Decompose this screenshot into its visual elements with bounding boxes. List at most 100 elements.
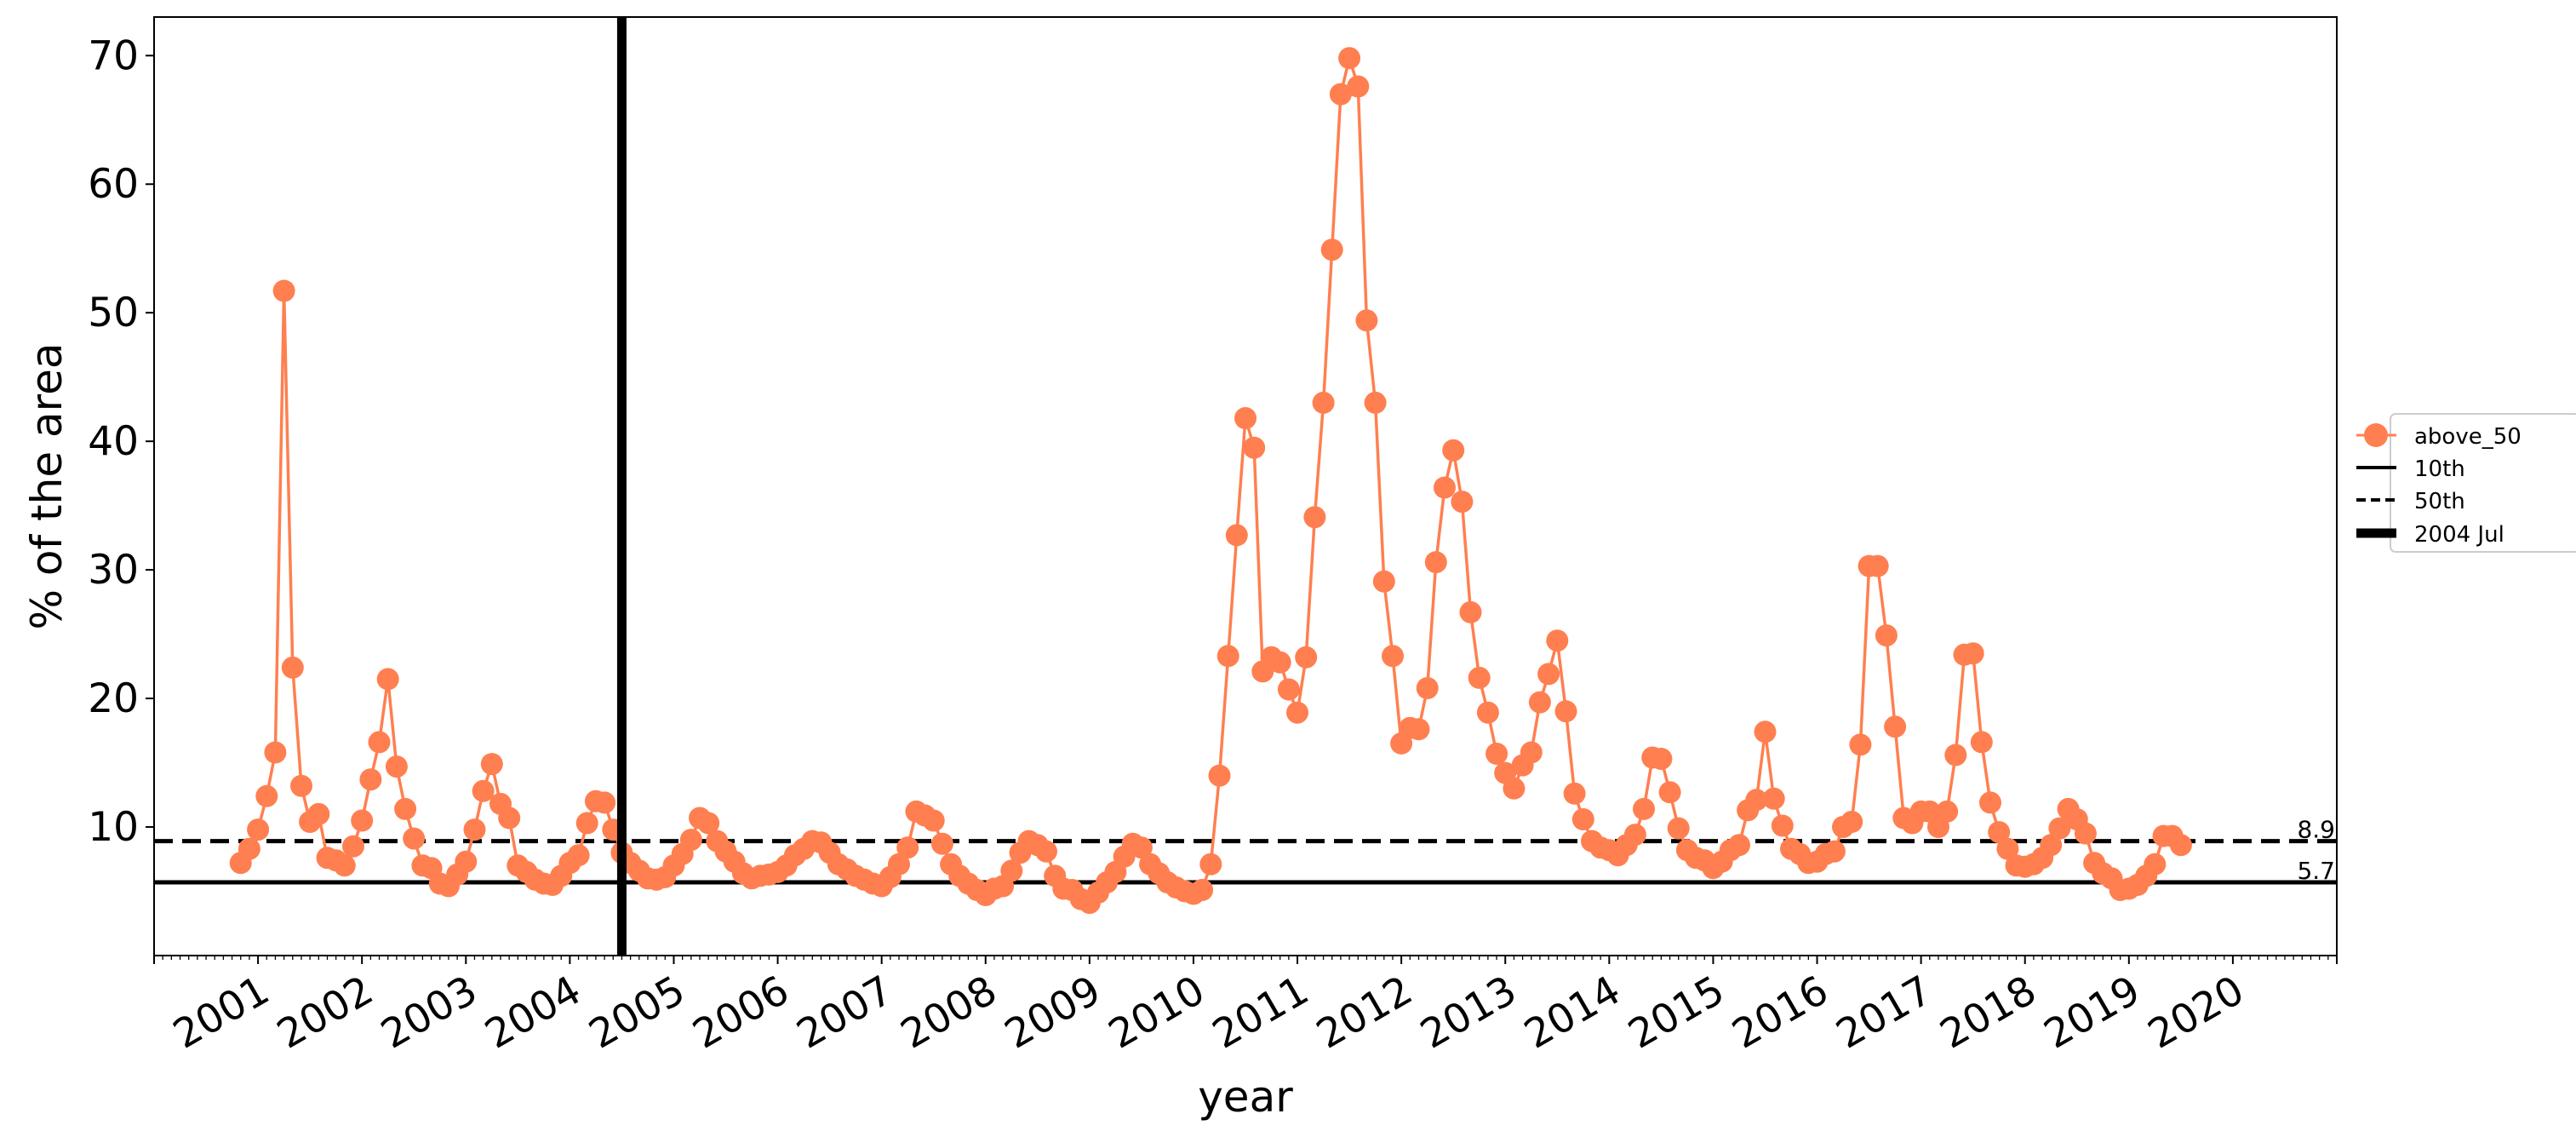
reference-line-label-50th: 8.9 — [2297, 816, 2335, 844]
data-point-above_50-144 — [1476, 701, 1499, 724]
data-point-above_50-123 — [1295, 646, 1318, 669]
data-point-above_50-140 — [1442, 439, 1465, 462]
data-point-above_50-203 — [1988, 821, 2011, 844]
data-point-above_50-184 — [1823, 840, 1846, 863]
legend-label-50th: 50th — [2414, 489, 2465, 514]
data-point-above_50-155 — [1571, 808, 1594, 830]
data-point-above_50-6 — [281, 656, 304, 679]
legend-label-above-50: above_50 — [2414, 424, 2522, 450]
x-tick-label-2009: 2009 — [997, 967, 1108, 1058]
data-point-above_50-120 — [1268, 651, 1291, 674]
x-tick-label-2018: 2018 — [1932, 967, 2044, 1058]
y-axis-label: % of the area — [22, 343, 72, 630]
x-tick-label-2002: 2002 — [270, 967, 381, 1058]
data-point-above_50-210 — [2048, 817, 2071, 840]
x-tick-label-2014: 2014 — [1517, 967, 1629, 1058]
data-point-above_50-124 — [1303, 506, 1326, 529]
data-point-above_50-26 — [455, 850, 478, 873]
x-tick-label-2008: 2008 — [893, 967, 1005, 1058]
x-axis-label: year — [1198, 1072, 1293, 1122]
data-point-above_50-111 — [1191, 879, 1214, 901]
data-point-above_50-221 — [2144, 853, 2167, 876]
data-point-above_50-29 — [480, 753, 503, 776]
y-tick-label-70: 70 — [88, 32, 139, 79]
legend-frame — [2390, 413, 2576, 553]
data-point-above_50-121 — [1277, 678, 1300, 701]
data-point-above_50-54 — [697, 812, 720, 835]
data-point-above_50-166 — [1667, 817, 1690, 840]
data-point-above_50-128 — [1338, 47, 1361, 70]
data-point-above_50-126 — [1320, 238, 1343, 261]
data-point-above_50-127 — [1329, 83, 1352, 106]
x-tick-label-2007: 2007 — [789, 967, 901, 1058]
data-point-above_50-52 — [679, 829, 702, 852]
data-point-above_50-189 — [1866, 554, 1889, 577]
data-point-above_50-76 — [888, 853, 910, 876]
data-point-above_50-197 — [1936, 800, 1959, 823]
data-point-above_50-202 — [1979, 791, 2001, 814]
x-tick-label-2015: 2015 — [1621, 967, 1732, 1058]
x-tick-label-2001: 2001 — [165, 967, 277, 1058]
data-point-above_50-93 — [1035, 840, 1057, 863]
data-point-above_50-209 — [2040, 834, 2063, 857]
series-layer — [229, 47, 2192, 915]
data-point-above_50-4 — [264, 741, 287, 764]
data-point-above_50-20 — [403, 827, 426, 850]
y-tick-label-60: 60 — [88, 161, 139, 208]
data-point-above_50-198 — [1944, 743, 1967, 766]
data-point-above_50-139 — [1434, 476, 1456, 499]
data-point-above_50-141 — [1451, 491, 1474, 514]
y-axis: 10 20 30 40 50 60 70 — [88, 32, 154, 851]
x-tick-label-2003: 2003 — [374, 967, 485, 1058]
x-tick-label-2006: 2006 — [685, 967, 797, 1058]
data-point-above_50-133 — [1382, 645, 1404, 668]
data-point-above_50-1 — [238, 837, 260, 860]
data-point-above_50-122 — [1286, 701, 1308, 724]
reference-line-labels: 5.78.9 — [2297, 816, 2335, 885]
data-point-above_50-204 — [1996, 837, 2019, 860]
x-tick-label-2017: 2017 — [1829, 967, 1940, 1058]
x-tick-label-2020: 2020 — [2140, 967, 2252, 1058]
data-point-above_50-77 — [896, 836, 919, 859]
x-axis: 2001200220032004200520062007200820092010… — [153, 956, 2338, 1059]
data-point-above_50-147 — [1503, 777, 1526, 800]
data-point-above_50-18 — [385, 755, 408, 778]
data-point-above_50-138 — [1424, 551, 1447, 574]
data-point-above_50-15 — [359, 768, 382, 791]
y-tick-label-50: 50 — [88, 290, 139, 336]
data-point-above_50-116 — [1234, 407, 1257, 429]
data-point-above_50-9 — [307, 802, 330, 825]
plot-frame — [153, 16, 2338, 956]
data-point-above_50-151 — [1537, 663, 1560, 686]
data-point-above_50-125 — [1312, 391, 1335, 414]
data-point-above_50-40 — [575, 812, 598, 835]
data-point-above_50-149 — [1520, 741, 1543, 764]
data-point-above_50-80 — [922, 809, 945, 832]
data-point-above_50-165 — [1658, 781, 1681, 804]
y-tick-label-40: 40 — [88, 418, 139, 465]
data-point-above_50-7 — [290, 774, 312, 797]
legend-label-2004-jul: 2004 Jul — [2414, 522, 2504, 548]
data-point-above_50-143 — [1468, 666, 1491, 689]
data-point-above_50-187 — [1849, 733, 1872, 756]
data-point-above_50-17 — [376, 668, 399, 691]
data-point-above_50-16 — [368, 731, 391, 754]
data-point-above_50-154 — [1563, 782, 1586, 805]
x-tick-label-2005: 2005 — [581, 967, 693, 1058]
data-point-above_50-177 — [1762, 787, 1785, 810]
x-tick-label-2010: 2010 — [1101, 967, 1212, 1058]
data-point-above_50-200 — [1961, 642, 1984, 665]
data-point-above_50-213 — [2074, 822, 2097, 845]
data-point-above_50-12 — [333, 854, 356, 877]
data-point-above_50-104 — [1130, 836, 1153, 859]
x-tick-label-2004: 2004 — [478, 967, 589, 1058]
data-point-above_50-2 — [247, 818, 270, 841]
data-point-above_50-39 — [567, 844, 590, 867]
x-tick-label-2019: 2019 — [2036, 967, 2148, 1058]
data-point-above_50-145 — [1485, 743, 1508, 765]
data-point-above_50-175 — [1745, 789, 1768, 812]
data-point-above_50-164 — [1650, 748, 1673, 770]
data-point-above_50-136 — [1407, 718, 1430, 741]
data-point-above_50-19 — [394, 797, 417, 820]
